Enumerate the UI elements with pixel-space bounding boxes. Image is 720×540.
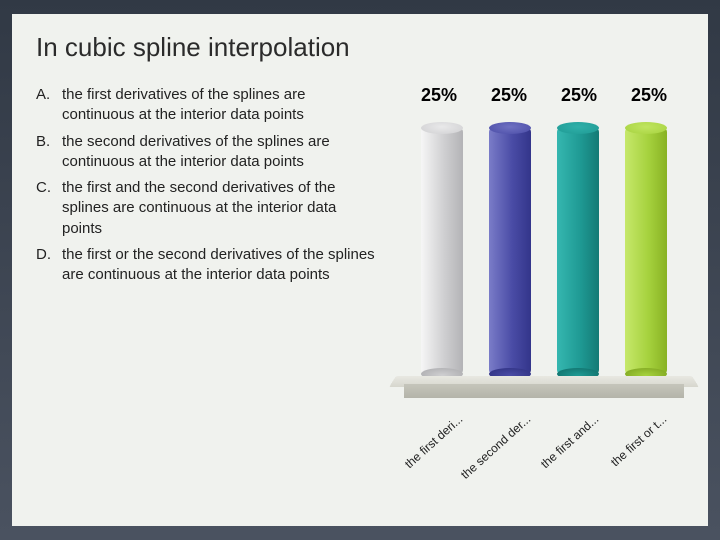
chart-value-row: 25% 25% 25% 25% xyxy=(404,85,684,106)
page-title: In cubic spline interpolation xyxy=(36,32,684,63)
option-letter: C. xyxy=(36,178,62,239)
chart-value: 25% xyxy=(631,85,667,106)
bar-top-ellipse xyxy=(625,122,667,134)
option-text: the first derivatives of the splines are… xyxy=(62,85,380,126)
chart-area xyxy=(404,110,684,380)
option-text: the first or the second derivatives of t… xyxy=(62,245,380,286)
bar-body xyxy=(557,128,599,374)
bar-top-ellipse xyxy=(489,122,531,134)
option-list: A. the first derivatives of the splines … xyxy=(36,85,380,285)
option-b: B. the second derivatives of the splines… xyxy=(36,132,380,173)
bar-b xyxy=(489,122,531,380)
slide-panel: In cubic spline interpolation A. the fir… xyxy=(12,14,708,526)
content-row: A. the first derivatives of the splines … xyxy=(36,85,684,514)
option-letter: B. xyxy=(36,132,62,173)
options-column: A. the first derivatives of the splines … xyxy=(36,85,388,514)
option-c: C. the first and the second derivatives … xyxy=(36,178,380,239)
option-a: A. the first derivatives of the splines … xyxy=(36,85,380,126)
bar-top-ellipse xyxy=(557,122,599,134)
bar-c xyxy=(557,122,599,380)
bar-body xyxy=(421,128,463,374)
chart-xlabel-row: the first deri... the second der... the … xyxy=(404,404,684,514)
bar-top-ellipse xyxy=(421,122,463,134)
chart-base xyxy=(404,376,684,400)
option-text: the second derivatives of the splines ar… xyxy=(62,132,380,173)
bar-a xyxy=(421,122,463,380)
option-letter: A. xyxy=(36,85,62,126)
bar-body xyxy=(625,128,667,374)
chart-value: 25% xyxy=(421,85,457,106)
chart-column: 25% 25% 25% 25% xyxy=(404,85,684,514)
option-letter: D. xyxy=(36,245,62,286)
bar-d xyxy=(625,122,667,380)
chart-value: 25% xyxy=(561,85,597,106)
option-text: the first and the second derivatives of … xyxy=(62,178,380,239)
chart-base-front xyxy=(404,384,684,398)
chart-value: 25% xyxy=(491,85,527,106)
bar-body xyxy=(489,128,531,374)
option-d: D. the first or the second derivatives o… xyxy=(36,245,380,286)
